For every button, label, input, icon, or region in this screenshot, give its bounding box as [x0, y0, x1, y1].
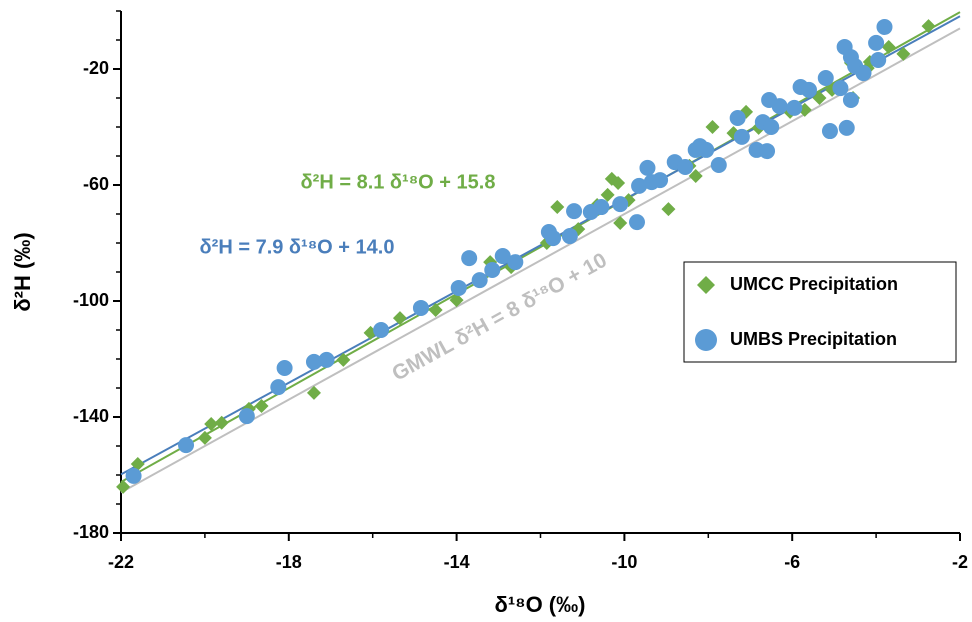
point — [305, 353, 322, 370]
point — [306, 385, 321, 400]
point — [761, 92, 778, 109]
point — [652, 172, 669, 189]
legend-label: UMCC Precipitation — [730, 274, 898, 294]
point — [817, 69, 834, 86]
point — [870, 52, 887, 69]
point — [336, 352, 351, 367]
point — [855, 65, 872, 82]
fit-line — [120, 27, 961, 494]
legend-marker — [695, 329, 717, 351]
point — [729, 110, 746, 127]
x-tick-label: -10 — [611, 552, 637, 572]
point — [613, 215, 628, 230]
y-tick-label: -180 — [73, 522, 109, 542]
point — [631, 177, 648, 194]
point — [214, 415, 229, 430]
point — [733, 128, 750, 145]
point — [710, 156, 727, 173]
y-axis-label: δ²H (‰) — [10, 232, 35, 311]
point — [550, 200, 565, 215]
point — [800, 81, 817, 98]
point — [392, 311, 407, 326]
point — [449, 293, 464, 308]
x-tick-label: -2 — [952, 552, 968, 572]
y-tick-label: -20 — [83, 58, 109, 78]
x-axis-label: δ¹⁸O (‰) — [495, 592, 586, 617]
fit-annotation: δ²H = 8.1 δ¹⁸O + 15.8 — [301, 171, 496, 193]
point — [628, 214, 645, 231]
point — [125, 467, 142, 484]
point — [688, 169, 703, 184]
point — [705, 120, 720, 134]
fit-annotation: δ²H = 7.9 δ¹⁸O + 14.0 — [200, 236, 395, 258]
point — [130, 456, 145, 471]
point — [461, 250, 478, 267]
point — [197, 430, 212, 445]
point — [494, 248, 511, 265]
point — [254, 398, 269, 413]
point — [896, 46, 911, 61]
point — [639, 159, 656, 176]
point — [561, 228, 578, 245]
point — [786, 99, 803, 116]
point — [450, 279, 467, 296]
point — [763, 119, 780, 135]
point — [921, 19, 936, 34]
point — [428, 302, 443, 317]
y-tick-label: -60 — [83, 174, 109, 194]
point — [373, 322, 390, 338]
point — [318, 351, 335, 368]
y-tick-label: -140 — [73, 406, 109, 426]
point — [238, 408, 255, 425]
point — [876, 18, 893, 35]
point — [545, 230, 562, 247]
point — [566, 203, 583, 220]
x-tick-label: -18 — [276, 552, 302, 572]
point — [838, 119, 855, 136]
point — [276, 359, 293, 376]
point — [677, 159, 694, 176]
point — [593, 199, 610, 216]
point — [600, 187, 615, 202]
point — [484, 261, 501, 278]
point — [270, 379, 287, 396]
x-tick-label: -14 — [444, 552, 470, 572]
y-tick-label: -100 — [73, 290, 109, 310]
point — [881, 39, 896, 54]
x-tick-label: -22 — [108, 552, 134, 572]
point — [471, 272, 488, 289]
point — [204, 416, 219, 431]
point — [661, 202, 676, 217]
point — [116, 479, 131, 494]
point — [612, 196, 629, 213]
point — [842, 92, 859, 109]
point — [611, 175, 626, 190]
point — [812, 91, 827, 105]
legend-marker — [697, 276, 715, 294]
point — [759, 143, 776, 160]
point — [507, 254, 524, 271]
point — [821, 123, 838, 140]
legend-label: UMBS Precipitation — [730, 329, 897, 349]
legend-box — [683, 261, 957, 363]
point — [868, 34, 885, 51]
point — [832, 80, 849, 97]
point — [691, 138, 708, 155]
point — [412, 299, 429, 316]
x-tick-label: -6 — [784, 552, 800, 572]
point — [178, 437, 195, 454]
